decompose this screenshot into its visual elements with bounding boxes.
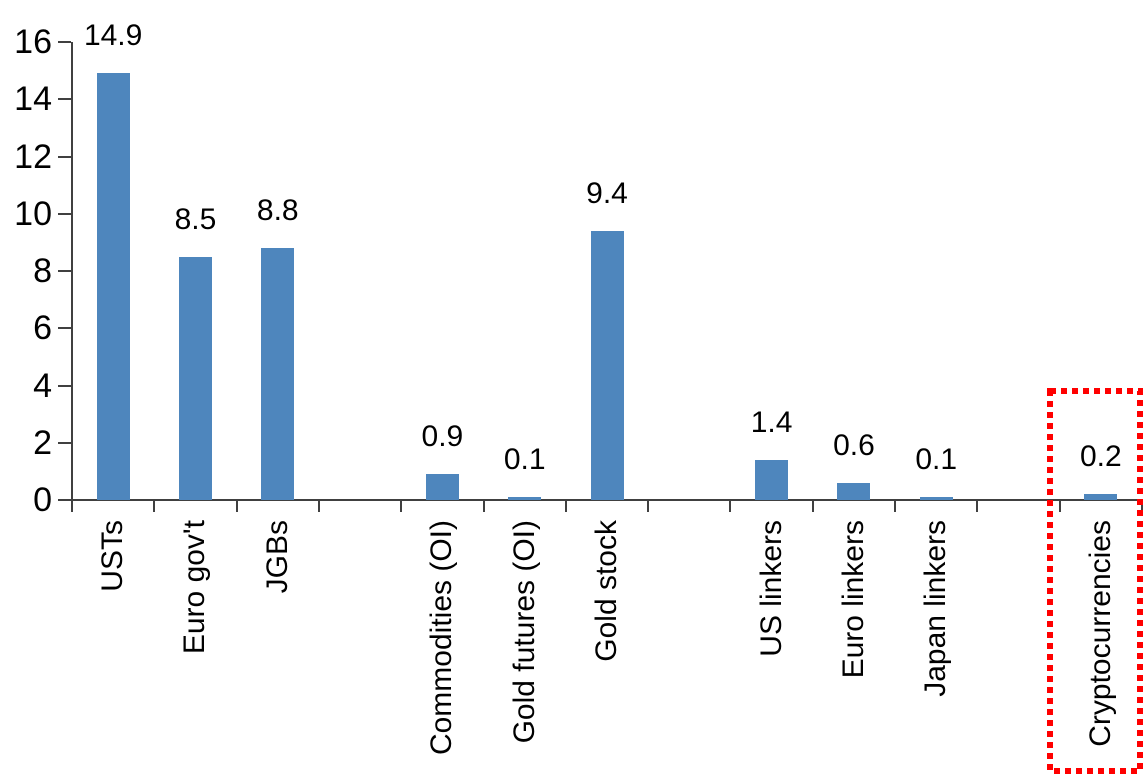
- y-tick: [58, 384, 71, 387]
- x-tick: [647, 500, 650, 512]
- x-tick: [317, 500, 320, 512]
- y-tick-label: 4: [33, 366, 52, 405]
- y-tick-label: 6: [33, 309, 52, 348]
- x-tick: [729, 500, 732, 512]
- y-tick: [58, 499, 71, 501]
- y-tick: [58, 441, 71, 444]
- bar-value-label: 9.4: [586, 176, 628, 210]
- bar: [425, 474, 459, 500]
- x-tick: [1058, 500, 1061, 512]
- bar-value-label: 0.1: [503, 443, 546, 477]
- y-tick: [58, 270, 71, 272]
- y-tick: [58, 327, 71, 330]
- x-tick: [400, 500, 403, 512]
- bar: [178, 256, 212, 500]
- bar-value-label: 0.2: [1079, 440, 1122, 474]
- x-tick: [71, 500, 73, 512]
- x-tick: [564, 500, 567, 512]
- bar: [590, 230, 624, 500]
- bar: [261, 248, 295, 500]
- y-axis-line: [71, 42, 73, 512]
- y-tick: [58, 41, 71, 43]
- y-tick-label: 16: [14, 23, 52, 61]
- bar: [1084, 494, 1118, 500]
- y-tick: [58, 155, 71, 158]
- x-tick: [976, 500, 979, 512]
- x-tick: [482, 500, 485, 512]
- bar-value-label: 8.8: [256, 194, 299, 228]
- y-tick-label: 2: [33, 423, 52, 462]
- x-axis-line: [71, 499, 1143, 501]
- x-tick: [1141, 500, 1143, 512]
- bar-value-label: 14.9: [83, 19, 143, 53]
- highlight-box: [1047, 388, 1143, 774]
- y-tick-label: 14: [14, 80, 52, 119]
- x-tick: [894, 500, 897, 512]
- bar: [755, 459, 789, 500]
- bar-value-label: 0.9: [421, 420, 464, 454]
- x-tick: [811, 500, 814, 512]
- bar-value-label: 1.4: [750, 405, 793, 439]
- bar-value-label: 0.1: [915, 443, 958, 477]
- x-tick: [235, 500, 238, 512]
- x-tick: [153, 500, 156, 512]
- y-tick: [58, 212, 71, 215]
- bar: [919, 497, 953, 500]
- bar-value-label: 0.6: [833, 428, 875, 462]
- bar: [508, 497, 542, 500]
- y-tick-label: 10: [14, 194, 52, 233]
- bar: [837, 482, 871, 500]
- y-tick-label: 12: [14, 137, 52, 176]
- bar: [96, 73, 130, 500]
- y-tick-label: 0: [33, 481, 52, 519]
- bar-value-label: 8.5: [174, 202, 217, 236]
- y-tick-label: 8: [33, 252, 52, 290]
- y-tick: [58, 98, 71, 101]
